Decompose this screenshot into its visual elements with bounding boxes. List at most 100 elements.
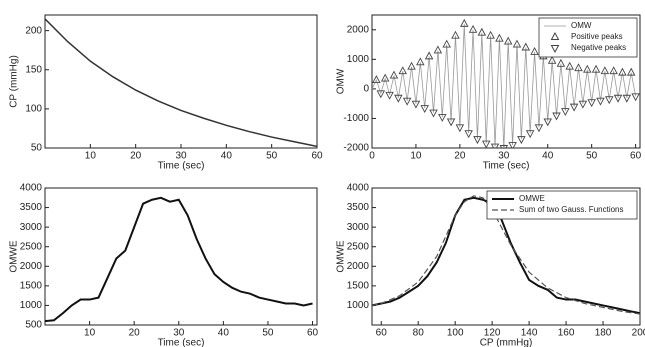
y-tick-label: 2000 xyxy=(347,261,370,272)
y-tick-label: 1000 xyxy=(20,300,43,311)
y-tick-label: 2000 xyxy=(20,261,43,272)
peak-marker xyxy=(618,67,627,76)
legend-box xyxy=(486,190,638,220)
peak-marker xyxy=(411,100,421,109)
peak-marker xyxy=(578,100,588,109)
x-tick-label: 120 xyxy=(484,328,501,339)
y-tick-label: 500 xyxy=(25,320,42,331)
x-tick-label: 10 xyxy=(84,328,96,339)
peak-marker xyxy=(451,30,460,39)
y-tick-label: 1000 xyxy=(347,300,370,311)
peak-marker xyxy=(565,61,574,70)
subplot: 0 10 20 30 40 50 60 -2000 -1000 0 1000 2000 Time (se… xyxy=(336,14,642,172)
peak-marker xyxy=(503,36,513,45)
peak-marker xyxy=(460,18,469,27)
subplot: 10 20 30 40 50 60 500 1000 1500 2000 2500 3000 3500 4… xyxy=(9,183,319,347)
y-axis-label: OMWE xyxy=(9,240,20,273)
y-tick-label: 1000 xyxy=(347,54,370,65)
subplot: 60 80 100 120 140 160 180 200 1000 1500 2000 2500 30… xyxy=(336,183,645,347)
peak-marker xyxy=(521,42,531,51)
y-tick-label: 150 xyxy=(25,64,42,75)
peak-marker xyxy=(574,63,583,72)
plot-content xyxy=(372,18,640,148)
peak-marker xyxy=(604,96,614,105)
data-line xyxy=(45,18,317,148)
peak-marker xyxy=(609,66,618,75)
peak-marker xyxy=(376,90,386,99)
y-tick-label: 3500 xyxy=(347,202,370,213)
y-tick-label: 100 xyxy=(25,104,42,115)
peak-marker xyxy=(596,97,605,106)
plot-content xyxy=(45,18,317,148)
x-tick-label: 60 xyxy=(376,328,388,339)
peak-marker xyxy=(372,75,381,83)
x-tick-label: 180 xyxy=(595,328,612,339)
y-tick-label: 1500 xyxy=(20,280,43,291)
x-tick-label: 60 xyxy=(311,151,323,162)
y-tick-label: 3500 xyxy=(20,202,43,213)
x-axis-label: Time (sec) xyxy=(158,338,205,347)
y-tick-label: 4000 xyxy=(20,183,43,194)
data-line xyxy=(372,23,637,148)
x-tick-label: 60 xyxy=(630,151,642,162)
peak-marker xyxy=(407,61,416,70)
legend-marker xyxy=(550,31,560,40)
x-tick-label: 100 xyxy=(447,328,464,339)
plot-area xyxy=(44,14,318,149)
peak-marker xyxy=(547,55,557,64)
peak-marker xyxy=(517,136,526,145)
peak-marker xyxy=(556,58,566,67)
legend-marker xyxy=(550,45,560,54)
y-tick-label: 200 xyxy=(25,25,42,36)
legend-label: Positive peaks xyxy=(571,32,623,41)
x-tick-label: 200 xyxy=(632,328,645,339)
peak-marker xyxy=(464,130,473,139)
y-tick-label: 3000 xyxy=(347,222,370,233)
peak-marker xyxy=(380,73,390,82)
peak-marker xyxy=(587,99,596,108)
peak-marker xyxy=(631,93,640,102)
y-tick-label: 3000 xyxy=(20,222,43,233)
peak-marker xyxy=(561,108,570,117)
y-tick-label: -2000 xyxy=(343,143,369,154)
peak-marker xyxy=(613,94,623,103)
peak-marker xyxy=(468,24,478,33)
legend: OMWE Sum of two Gauss. Functions xyxy=(486,190,638,220)
x-tick-label: 50 xyxy=(586,151,598,162)
peak-marker xyxy=(600,66,610,75)
peak-marker xyxy=(398,66,408,75)
y-tick-label: -1000 xyxy=(343,113,369,124)
peak-marker xyxy=(473,136,482,145)
x-tick-label: 10 xyxy=(410,151,422,162)
y-tick-label: 2500 xyxy=(20,241,43,252)
x-tick-label: 40 xyxy=(221,151,233,162)
legend-label: OMW xyxy=(571,21,592,30)
x-axis-label: CP (mmHg) xyxy=(480,338,533,347)
y-tick-label: 2500 xyxy=(347,241,370,252)
x-tick-label: 10 xyxy=(85,151,97,162)
peak-marker xyxy=(499,145,509,148)
y-tick-label: 4000 xyxy=(347,183,370,194)
peak-marker xyxy=(429,109,438,118)
x-tick-label: 20 xyxy=(130,151,142,162)
peak-marker xyxy=(455,124,465,133)
peak-marker xyxy=(530,46,539,55)
peak-marker xyxy=(543,118,552,127)
x-tick-label: 30 xyxy=(498,151,510,162)
data-line xyxy=(45,196,313,323)
x-tick-label: 40 xyxy=(542,151,554,162)
peak-marker xyxy=(481,140,491,148)
peak-marker xyxy=(490,143,500,148)
peak-marker xyxy=(442,39,451,48)
y-axis-label: CP (mmHg) xyxy=(9,55,20,108)
x-tick-label: 0 xyxy=(369,151,375,162)
x-tick-label: 30 xyxy=(173,328,185,339)
peak-marker xyxy=(477,27,487,36)
peak-marker xyxy=(486,30,495,39)
peak-marker xyxy=(626,67,636,76)
peak-marker xyxy=(416,57,425,66)
y-tick-label: 1500 xyxy=(347,280,370,291)
x-tick-label: 160 xyxy=(558,328,575,339)
peak-marker xyxy=(495,33,504,42)
x-tick-label: 20 xyxy=(454,151,466,162)
